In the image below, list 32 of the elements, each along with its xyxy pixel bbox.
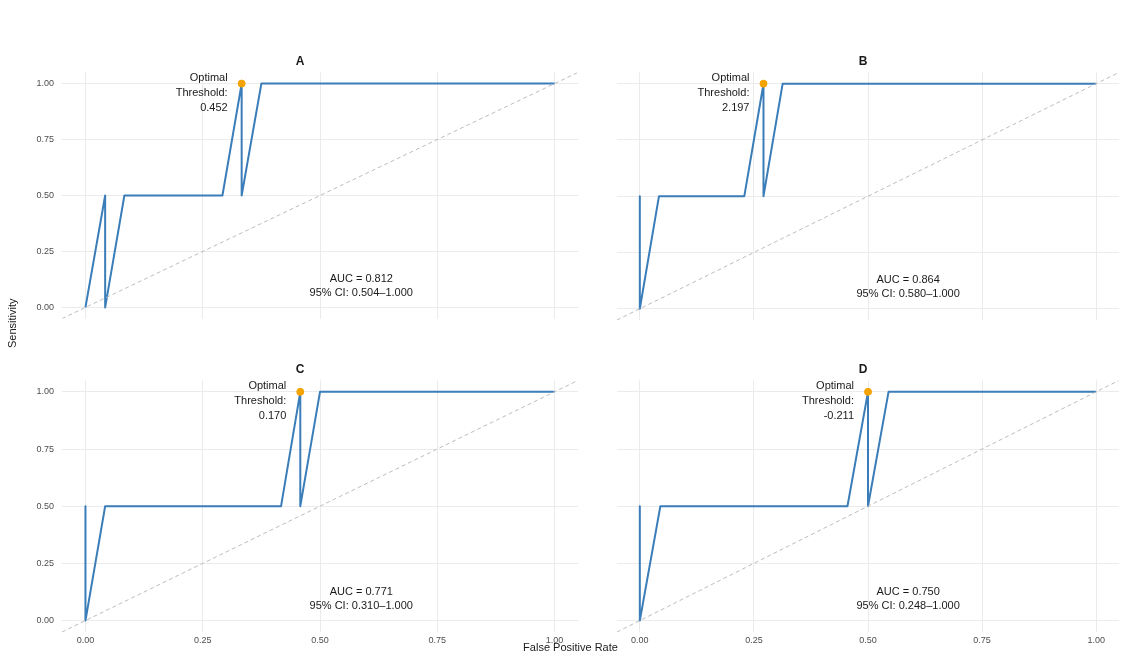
y-tick-label: 0.00	[36, 615, 54, 626]
x-tick-label: 0.00	[631, 634, 649, 645]
chart-title: D	[858, 361, 868, 376]
y-tick-label: 0.75	[36, 443, 54, 454]
annotation: AUC = 0.750 95% CI: 0.248–1.000	[856, 585, 960, 612]
x-tick-label: 1.00	[1087, 634, 1105, 645]
chart-title: A	[295, 53, 305, 68]
annotation: Optimal Threshold: -0.211	[802, 378, 854, 421]
y-tick-label: 1.00	[36, 386, 54, 397]
x-tick-label: 0.50	[311, 634, 329, 645]
annotation: AUC = 0.812 95% CI: 0.504–1.000	[309, 271, 413, 298]
x-tick-label: 0.25	[193, 634, 212, 645]
annotation: AUC = 0.864 95% CI: 0.580–1.000	[856, 273, 960, 300]
annotation: AUC = 0.771 95% CI: 0.310–1.000	[309, 585, 413, 612]
x-tick-label: 0.75	[973, 634, 991, 645]
chart-title: C	[295, 361, 305, 376]
y-tick-label: 0.50	[36, 189, 54, 200]
y-tick-label: 0.25	[36, 245, 54, 256]
x-tick-label: 0.75	[428, 634, 447, 645]
y-tick-label: 0.75	[36, 134, 54, 145]
annotation: Optimal Threshold: 0.170	[234, 378, 287, 421]
y-tick-label: 1.00	[36, 78, 54, 89]
annotation: Optimal Threshold: 2.197	[697, 70, 750, 113]
annotation: Optimal Threshold: 0.452	[175, 70, 228, 113]
x-tick-label: 0.25	[745, 634, 763, 645]
x-tick-label: 0.50	[859, 634, 877, 645]
x-tick-label: 0.00	[76, 634, 95, 645]
y-tick-label: 0.50	[36, 500, 54, 511]
y-tick-label: 0.00	[36, 301, 54, 312]
y-axis-title: Sensitivity	[6, 298, 18, 348]
y-tick-label: 0.25	[36, 557, 54, 568]
chart-title: B	[858, 53, 868, 68]
